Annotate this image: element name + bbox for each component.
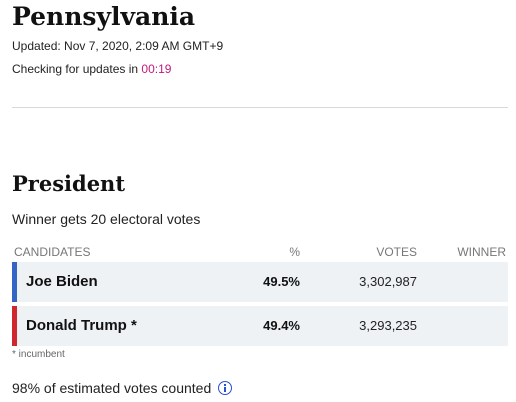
results-table-header: CANDIDATES % VOTES WINNER <box>12 244 508 262</box>
candidate-percent: 49.5% <box>263 274 300 289</box>
candidate-votes: 3,302,987 <box>359 274 417 289</box>
column-votes: VOTES <box>376 245 417 259</box>
candidate-row: Donald Trump * 49.4% 3,293,235 <box>12 306 508 346</box>
incumbent-mark: * <box>126 317 137 334</box>
candidate-name: Joe Biden <box>26 273 98 290</box>
party-color-bar <box>12 262 17 302</box>
candidate-name-cell: Joe Biden <box>26 273 98 290</box>
votes-counted-text: 98% of estimated votes counted <box>12 380 212 396</box>
candidate-name-cell: Donald Trump * <box>26 317 137 334</box>
candidate-name: Donald Trump <box>26 317 127 334</box>
section-divider <box>12 107 508 108</box>
column-candidates: CANDIDATES <box>14 245 91 259</box>
info-circle-icon[interactable] <box>218 381 233 395</box>
update-check-label: Checking for updates in <box>12 62 142 76</box>
candidate-row: Joe Biden 49.5% 3,302,987 <box>12 262 508 302</box>
incumbent-footnote: * incumbent <box>12 349 65 360</box>
state-title: Pennsylvania <box>12 2 196 31</box>
electoral-votes-note: Winner gets 20 electoral votes <box>12 211 201 227</box>
race-title: President <box>12 171 126 196</box>
column-percent: % <box>289 245 300 259</box>
updated-timestamp: Updated: Nov 7, 2020, 2:09 AM GMT+9 <box>12 39 224 53</box>
update-countdown: 00:19 <box>141 62 172 76</box>
candidate-votes: 3,293,235 <box>359 318 417 333</box>
votes-counted-status: 98% of estimated votes counted <box>12 380 233 396</box>
column-winner: WINNER <box>457 245 506 259</box>
update-check-status: Checking for updates in 00:19 <box>12 62 171 76</box>
party-color-bar <box>12 306 17 346</box>
candidate-percent: 49.4% <box>263 318 300 333</box>
results-table: CANDIDATES % VOTES WINNER Joe Biden 49.5… <box>12 244 508 346</box>
